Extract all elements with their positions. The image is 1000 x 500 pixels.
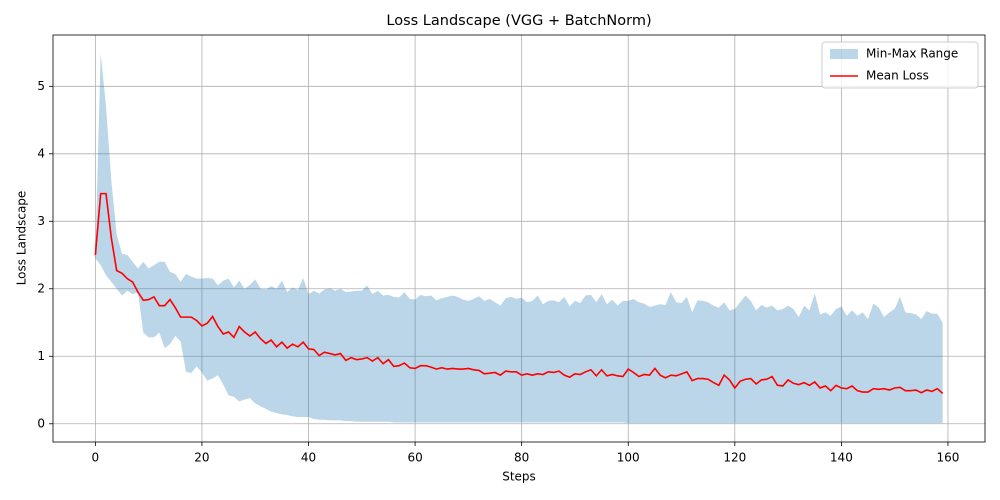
y-tick-label: 4: [37, 146, 45, 160]
y-tick-label: 5: [37, 79, 45, 93]
x-tick-label: 0: [92, 451, 100, 465]
x-tick-label: 80: [514, 451, 529, 465]
legend-label: Min-Max Range: [866, 47, 958, 61]
grid: [53, 35, 985, 442]
x-tick-label: 120: [723, 451, 746, 465]
y-tick-label: 0: [37, 416, 45, 430]
x-tick-label: 160: [937, 451, 960, 465]
y-tick-label: 2: [37, 281, 45, 295]
x-tick-label: 20: [194, 451, 209, 465]
x-tick-label: 140: [830, 451, 853, 465]
x-axis-label: Steps: [502, 470, 536, 484]
axes: 0 20 40 60 80 100 120 140 160 0 1 2 3 4 5: [37, 34, 986, 465]
y-axis-label: Loss Landscape: [15, 191, 29, 286]
legend-frame: [821, 41, 979, 89]
x-tick-label: 100: [617, 451, 640, 465]
x-tick-label: 40: [301, 451, 316, 465]
min-max-band: [95, 53, 943, 424]
legend-label: Mean Loss: [866, 69, 929, 83]
y-tick-label: 3: [37, 214, 45, 228]
y-tick-label: 1: [37, 349, 45, 363]
plot-area: [94, 53, 944, 424]
axes-frame: [52, 34, 986, 443]
mean-line: [94, 192, 944, 394]
x-tick-label: 60: [407, 451, 422, 465]
chart-title: Loss Landscape (VGG + BatchNorm): [386, 13, 651, 29]
legend: Min-Max Range Mean Loss: [821, 41, 979, 89]
legend-swatch: [830, 49, 858, 59]
